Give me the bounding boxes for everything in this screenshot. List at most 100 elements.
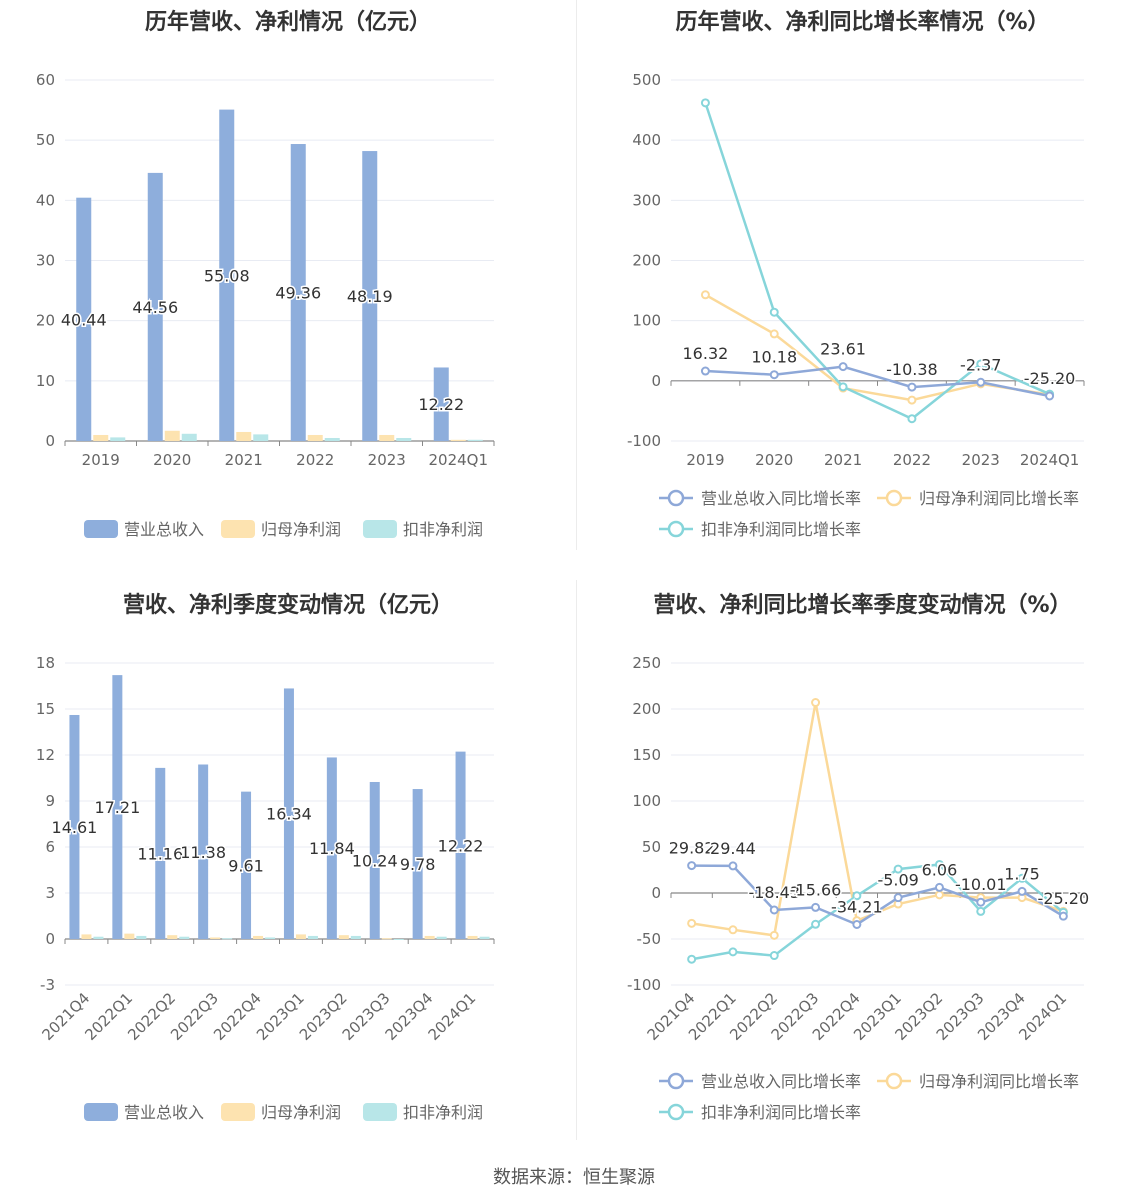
data-point xyxy=(934,890,944,900)
data-label: 23.61 xyxy=(820,340,866,359)
bar-deducted-profit xyxy=(222,938,233,940)
data-point xyxy=(700,366,710,376)
legend-label: 营业总收入同比增长率 xyxy=(701,489,861,508)
panel-quarterly-revenue: 营收、净利季度变动情况（亿元） -3 0 3 6 9 12 15 18 2021Q4 2022Q1… xyxy=(0,583,576,1143)
data-label: 11.84 xyxy=(309,839,355,858)
x-tick-label: 2021 xyxy=(824,451,862,469)
data-point xyxy=(907,414,917,424)
bar-net-profit xyxy=(295,934,306,939)
y-tick-label: 18 xyxy=(36,654,55,672)
panel-annual-growth: 历年营收、净利同比增长率情况（%） -100 0 100 200 300 400 500 20… xyxy=(577,0,1148,560)
bar-revenue xyxy=(433,367,449,441)
y-tick-label: 500 xyxy=(632,71,661,89)
data-label: 11.16 xyxy=(137,844,183,863)
data-point xyxy=(700,98,710,108)
bar-deducted-profit xyxy=(93,936,104,939)
bar-net-profit xyxy=(236,431,252,441)
legend-marker xyxy=(667,1072,685,1090)
y-tick-label: 100 xyxy=(632,792,661,810)
y-tick-label: 150 xyxy=(632,746,661,764)
data-label: 16.32 xyxy=(683,344,729,363)
y-tick-label: 30 xyxy=(36,252,55,270)
y-tick-label: 100 xyxy=(632,312,661,330)
data-label: 11.38 xyxy=(180,843,226,862)
data-label: -25.20 xyxy=(1038,889,1090,908)
legend-swatch xyxy=(84,520,118,538)
bar-net-profit xyxy=(167,935,178,939)
data-label: 12.22 xyxy=(438,836,484,855)
bar-revenue xyxy=(412,789,423,939)
y-tick-label: -100 xyxy=(627,976,661,994)
legend-label: 营业总收入同比增长率 xyxy=(701,1072,861,1091)
legend-label: 归母净利润 xyxy=(261,1103,341,1122)
data-label: 48.19 xyxy=(347,287,393,306)
data-point xyxy=(811,698,821,708)
y-tick-label: 20 xyxy=(36,312,55,330)
bar-deducted-profit xyxy=(307,935,318,939)
data-point xyxy=(838,362,848,372)
bar-deducted-profit xyxy=(136,935,147,939)
data-point xyxy=(1017,886,1027,896)
y-tick-label: 200 xyxy=(632,700,661,718)
data-point xyxy=(700,290,710,300)
legend-swatch xyxy=(221,520,255,538)
bar-deducted-profit xyxy=(479,936,490,939)
data-label: -10.38 xyxy=(886,360,938,379)
data-point xyxy=(811,919,821,929)
x-tick-label: 2022 xyxy=(296,451,334,469)
bar-net-profit xyxy=(381,938,392,940)
y-tick-label: 3 xyxy=(45,884,55,902)
legend-swatch xyxy=(363,1103,397,1121)
legend-label: 扣非净利润 xyxy=(403,520,483,539)
y-tick-label: 40 xyxy=(36,191,55,209)
data-point xyxy=(728,925,738,935)
y-tick-label: -50 xyxy=(637,930,662,948)
data-point xyxy=(687,861,697,871)
legend-label: 扣非净利润同比增长率 xyxy=(701,520,861,539)
series-line-deducted-profit xyxy=(704,102,1051,421)
data-label: 10.18 xyxy=(751,348,797,367)
bar-revenue xyxy=(283,688,294,939)
x-tick-label: 2024Q1 xyxy=(428,451,488,469)
bar-revenue xyxy=(147,172,163,441)
bar-deducted-profit xyxy=(436,936,447,939)
y-tick-label: 60 xyxy=(36,71,55,89)
data-label: 17.21 xyxy=(94,798,140,817)
data-label: -10.01 xyxy=(955,875,1007,894)
y-tick-label: 6 xyxy=(45,838,55,856)
y-tick-label: 400 xyxy=(632,131,661,149)
x-tick-label: 2024Q1 xyxy=(425,989,480,1044)
annual-revenue-chart: 0 10 20 30 40 50 60 2019 2020 2021 2022 2023 2024Q1 4… xyxy=(36,71,495,539)
data-label: -34.21 xyxy=(831,897,883,916)
y-tick-label: 0 xyxy=(651,884,661,902)
data-label: 16.34 xyxy=(266,805,312,824)
chart-title: 营收、净利季度变动情况（亿元） xyxy=(122,593,453,618)
data-point xyxy=(687,954,697,964)
panel-quarterly-growth: 营收、净利同比增长率季度变动情况（%） -100 -50 0 50 100 150 200 2… xyxy=(577,583,1148,1143)
data-point xyxy=(1017,873,1027,883)
bar-deducted-profit xyxy=(253,434,269,441)
data-point xyxy=(728,947,738,957)
y-tick-label: 10 xyxy=(36,372,55,390)
y-tick-label: 300 xyxy=(632,191,661,209)
data-label: -25.20 xyxy=(1024,369,1076,388)
data-point xyxy=(976,906,986,916)
series-line-revenue xyxy=(705,365,1050,398)
data-label: -18.43 xyxy=(748,883,800,902)
data-point xyxy=(769,905,779,915)
bar-revenue xyxy=(455,751,466,939)
data-label: 14.61 xyxy=(52,818,98,837)
y-tick-label: 250 xyxy=(632,654,661,672)
bar-revenue xyxy=(155,767,166,939)
data-point xyxy=(852,891,862,901)
data-point xyxy=(1058,911,1068,921)
bar-deducted-profit xyxy=(181,433,197,441)
annual-growth-chart: -100 0 100 200 300 400 500 2019 2020 2021 2022 2023… xyxy=(627,71,1085,539)
y-tick-label: 200 xyxy=(632,252,661,270)
y-tick-label: 50 xyxy=(36,131,55,149)
y-tick-label: 0 xyxy=(45,930,55,948)
data-label: -5.09 xyxy=(877,871,918,890)
chart-title: 历年营收、净利情况（亿元） xyxy=(144,10,431,35)
x-tick-label: 2020 xyxy=(755,451,793,469)
data-point xyxy=(769,370,779,380)
